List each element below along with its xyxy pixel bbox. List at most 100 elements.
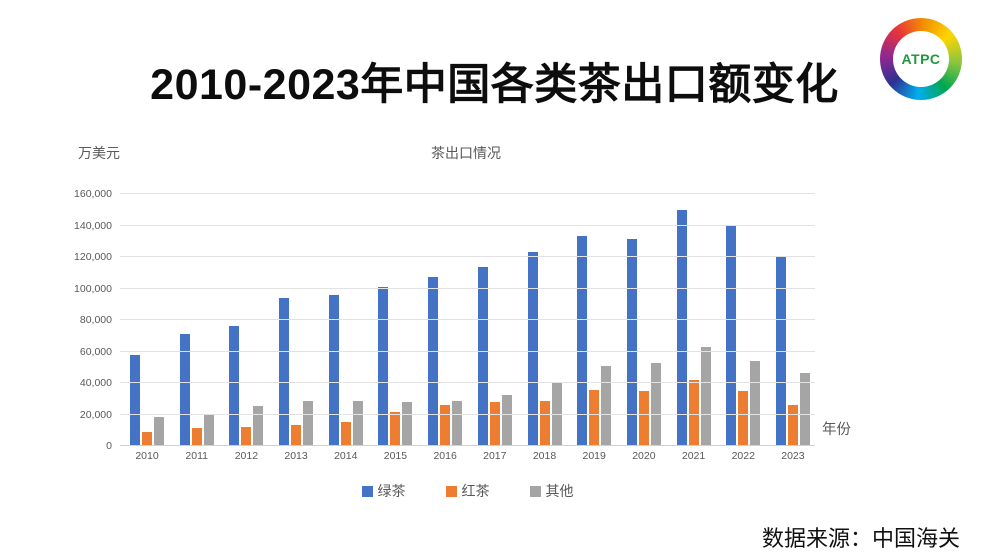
bar-其他-2010 <box>154 417 164 445</box>
x-tick-label-2014: 2014 <box>334 450 358 462</box>
bar-group-2012 <box>229 193 264 445</box>
y-tick-label: 60,000 <box>79 345 112 358</box>
bar-其他-2013 <box>303 400 314 445</box>
bar-红茶-2018 <box>539 400 550 445</box>
y-tick-label: 20,000 <box>79 408 112 421</box>
bar-group-2021 <box>676 193 711 445</box>
x-axis-title: 年份 <box>822 422 851 438</box>
legend-item-其他: 其他 <box>529 481 574 501</box>
bar-红茶-2014 <box>340 422 351 445</box>
bar-绿茶-2019 <box>577 236 588 445</box>
bar-绿茶-2017 <box>477 267 488 445</box>
gridline <box>120 287 815 289</box>
bar-红茶-2020 <box>638 391 649 445</box>
x-tick-label-2011: 2011 <box>185 450 208 462</box>
gridline <box>120 413 815 415</box>
page-title: 2010-2023年中国各类茶出口额变化 <box>150 61 839 109</box>
gridline <box>120 256 815 257</box>
gridline <box>120 224 815 226</box>
atpc-logo-label: ATPC <box>901 51 941 67</box>
x-tick-label-2022: 2022 <box>731 450 755 462</box>
atpc-logo-center: ATPC <box>893 31 949 87</box>
bar-绿茶-2016 <box>428 277 439 445</box>
bar-其他-2014 <box>352 400 363 445</box>
bar-group-2011 <box>179 193 214 445</box>
bar-绿茶-2012 <box>229 326 240 445</box>
y-tick-label: 140,000 <box>74 219 112 232</box>
bar-红茶-2022 <box>738 391 749 445</box>
gridline <box>120 382 815 383</box>
bar-红茶-2010 <box>142 432 152 445</box>
y-tick-label: 0 <box>106 440 112 452</box>
y-tick-label: 40,000 <box>79 377 112 389</box>
bar-group-2014 <box>328 193 363 445</box>
bar-其他-2023 <box>799 372 810 445</box>
bar-红茶-2016 <box>440 404 451 445</box>
gridline <box>120 350 815 352</box>
bar-红茶-2012 <box>241 426 252 445</box>
bar-绿茶-2011 <box>179 333 190 445</box>
x-axis-line <box>120 445 815 446</box>
x-tick-label-2016: 2016 <box>433 450 457 462</box>
bar-绿茶-2018 <box>527 252 538 445</box>
y-axis-unit-label: 万美元 <box>78 145 120 161</box>
x-tick-label-2023: 2023 <box>781 450 805 462</box>
bar-其他-2012 <box>253 406 264 445</box>
source-note: 数据来源：中国海关 <box>761 526 960 551</box>
legend-swatch-icon <box>529 485 541 497</box>
bar-绿茶-2015 <box>378 286 389 445</box>
y-tick-label: 120,000 <box>74 251 112 263</box>
atpc-logo-icon: ATPC <box>880 18 962 100</box>
legend-item-红茶: 红茶 <box>445 481 490 501</box>
bar-其他-2015 <box>402 401 413 445</box>
bar-红茶-2021 <box>688 380 699 445</box>
x-tick-label-2010: 2010 <box>135 450 159 462</box>
y-tick-label: 160,000 <box>74 188 112 200</box>
bar-绿茶-2014 <box>328 294 339 445</box>
y-tick-label: 80,000 <box>79 314 112 326</box>
bar-其他-2019 <box>601 366 612 445</box>
legend-label: 其他 <box>545 483 574 499</box>
bar-group-2016 <box>428 193 463 445</box>
bar-绿茶-2022 <box>726 225 737 445</box>
bar-红茶-2017 <box>489 401 500 445</box>
bar-绿茶-2020 <box>626 239 637 445</box>
bar-group-2019 <box>577 193 612 445</box>
legend-item-绿茶: 绿茶 <box>361 481 406 501</box>
bar-绿茶-2010 <box>130 355 140 445</box>
legend-swatch-icon <box>361 485 373 497</box>
gridline <box>120 319 815 320</box>
bar-group-2015 <box>378 193 413 445</box>
bar-红茶-2013 <box>291 425 302 445</box>
bar-红茶-2011 <box>191 428 202 445</box>
bar-group-2013 <box>279 193 314 445</box>
legend-label: 绿茶 <box>377 483 406 499</box>
x-axis-tick-labels: 2010 2011 2012 2013 2014 2015 2016 2017 2018 2019… <box>130 450 810 462</box>
x-tick-label-2017: 2017 <box>483 450 507 462</box>
chart-legend: 绿茶 红茶 其他 <box>120 481 815 501</box>
x-tick-label-2015: 2015 <box>383 450 408 462</box>
x-tick-label-2020: 2020 <box>632 450 656 462</box>
x-tick-label-2019: 2019 <box>582 450 606 462</box>
legend-label: 红茶 <box>461 483 490 499</box>
y-axis-tick-labels: 160,000 140,000 120,000 100,000 80,000 60,000… <box>40 188 112 452</box>
y-tick-label: 100,000 <box>74 282 112 295</box>
bar-红茶-2023 <box>787 404 798 445</box>
bar-其他-2011 <box>203 413 214 445</box>
gridline <box>120 193 815 194</box>
bar-绿茶-2013 <box>279 297 290 445</box>
bar-group-2020 <box>626 193 661 445</box>
plot-area <box>120 193 815 446</box>
bar-其他-2022 <box>750 360 761 445</box>
legend-swatch-icon <box>445 485 457 497</box>
bar-其他-2017 <box>501 395 512 445</box>
x-tick-label-2012: 2012 <box>234 450 259 462</box>
bar-group-2010 <box>130 193 164 445</box>
x-tick-label-2018: 2018 <box>532 450 557 462</box>
bar-红茶-2015 <box>390 411 401 445</box>
bar-其他-2020 <box>650 363 661 445</box>
bar-group-2022 <box>726 193 761 445</box>
bar-绿茶-2021 <box>676 210 687 445</box>
bar-红茶-2019 <box>589 389 600 445</box>
